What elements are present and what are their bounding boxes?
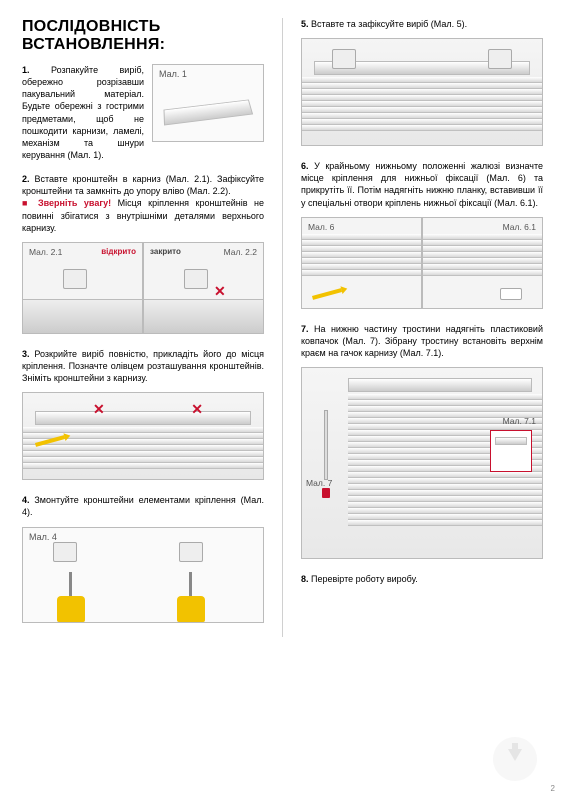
step-4-text: 4. Змонтуйте кронштейни елементами кріпл… [22, 494, 264, 518]
bracket-icon [488, 49, 512, 69]
step-1-text: 1. Розпакуйте виріб, обережно розрізавши… [22, 64, 144, 161]
figure-4-label: Мал. 4 [29, 532, 57, 542]
step-5-num: 5. [301, 19, 309, 29]
rail-section-icon [144, 299, 263, 333]
step-3-text: 3. Розкрийте виріб повністю, прикладіть … [22, 348, 264, 384]
column-divider [282, 18, 283, 637]
slats-icon [23, 427, 263, 479]
step-1-body: Розпакуйте виріб, обережно розрізавши па… [22, 65, 144, 160]
blinds-icon: ✕ ✕ [23, 393, 263, 479]
figure-7: Мал. 7 Мал. 7.1 [301, 367, 543, 559]
figure-6: Мал. 6 Мал. 6.1 [301, 217, 543, 309]
step-8-text: 8. Перевірте роботу виробу. [301, 573, 543, 585]
x-mark-icon: ✕ [93, 401, 105, 418]
step-2-text: 2. Вставте кронштейн в карниз (Мал. 2.1)… [22, 173, 264, 234]
figure-2-2: закрито Мал. 2.2 ✕ ! [143, 242, 264, 334]
figure-6-label: Мал. 6 [308, 222, 334, 232]
step-8-body: Перевірте роботу виробу. [311, 574, 418, 584]
clip-icon [500, 288, 522, 300]
step-3-num: 3. [22, 349, 30, 359]
figure-1-label: Мал. 1 [159, 69, 187, 79]
cap-icon [322, 488, 330, 498]
figure-2-1-label: Мал. 2.1 [29, 247, 62, 257]
slats-icon [302, 77, 542, 145]
figure-2-2-label: Мал. 2.2 [224, 247, 257, 257]
warning-label: Зверніть увагу! [38, 198, 111, 208]
bracket-icon [63, 269, 87, 289]
step-2-num: 2. [22, 174, 30, 184]
blinds-icon [302, 39, 542, 145]
step-4-num: 4. [22, 495, 30, 505]
bracket-icon [332, 49, 356, 69]
figure-6-1-label: Мал. 6.1 [503, 222, 536, 232]
x-mark-icon: ✕ [214, 283, 226, 300]
drill-icon [53, 572, 89, 622]
detail-inset-icon [490, 430, 532, 472]
figure-6-left: Мал. 6 [301, 217, 422, 309]
bracket-icon [179, 542, 203, 562]
open-label: відкрито [101, 247, 136, 256]
bracket-icon [184, 269, 208, 289]
figure-5: Мал. 5 [301, 38, 543, 146]
step-3-body: Розкрийте виріб повністю, прикладіть йог… [22, 349, 264, 383]
download-watermark-icon [493, 737, 537, 781]
figure-2: Мал. 2.1 відкрито закрито Мал. 2.2 ✕ ! [22, 242, 264, 334]
figure-7-1-label: Мал. 7.1 [503, 416, 536, 426]
left-column: ПОСЛІДОВНІСТЬ ВСТАНОВЛЕННЯ: 1. Розпакуйт… [22, 18, 264, 637]
rail-section-icon [23, 299, 142, 333]
figure-3: Мал. 3 ✕ ✕ [22, 392, 264, 480]
figure-1: Мал. 1 [152, 64, 264, 142]
bracket-icon [53, 542, 77, 562]
drill-icon [173, 572, 209, 622]
figure-2-1: Мал. 2.1 відкрито [22, 242, 143, 334]
step-6-body: У крайньому нижньому положенні жалюзі ви… [301, 161, 543, 207]
warning-icon: ■ [22, 198, 38, 208]
x-mark-icon: ✕ [191, 401, 203, 418]
rail-icon [35, 411, 251, 425]
close-label: закрито [150, 247, 181, 256]
figure-4: Мал. 4 [22, 527, 264, 623]
figure-7-label: Мал. 7 [306, 478, 332, 488]
blinds-icon: Мал. 7 Мал. 7.1 [302, 368, 542, 558]
page-title: ПОСЛІДОВНІСТЬ ВСТАНОВЛЕННЯ: [22, 18, 264, 54]
step-6-text: 6. У крайньому нижньому положенні жалюзі… [301, 160, 543, 209]
step-5-body: Вставте та зафіксуйте виріб (Мал. 5). [311, 19, 467, 29]
step-5-text: 5. Вставте та зафіксуйте виріб (Мал. 5). [301, 18, 543, 30]
figure-6-1: Мал. 6.1 [422, 217, 543, 309]
rail-icon [348, 378, 532, 392]
step-8-num: 8. [301, 574, 309, 584]
step-7-body: На нижню частину тростини надягніть плас… [301, 324, 543, 358]
step-1-num: 1. [22, 65, 30, 75]
step-6-num: 6. [301, 161, 309, 171]
step-4-body: Змонтуйте кронштейни елементами кріпленн… [22, 495, 264, 517]
right-column: 5. Вставте та зафіксуйте виріб (Мал. 5).… [301, 18, 543, 637]
step-7-num: 7. [301, 324, 309, 334]
rail-icon [163, 99, 253, 125]
wand-icon [324, 410, 328, 480]
step-2-body: Вставте кронштейн в карниз (Мал. 2.1). З… [22, 174, 264, 196]
step-7-text: 7. На нижню частину тростини надягніть п… [301, 323, 543, 359]
slats-icon [423, 234, 542, 308]
page-number: 2 [551, 784, 555, 793]
